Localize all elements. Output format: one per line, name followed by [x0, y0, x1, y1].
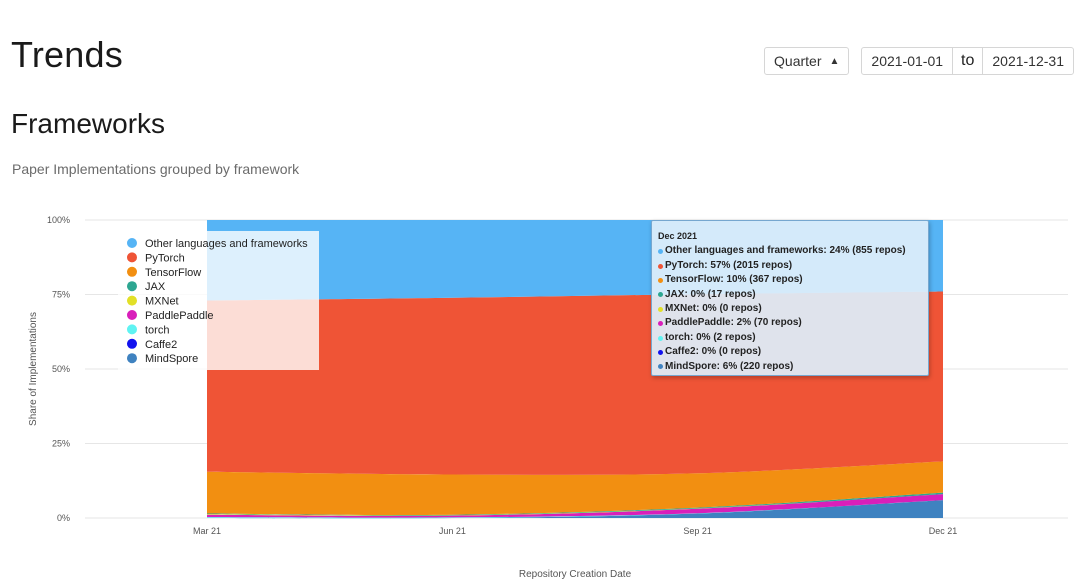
tooltip-row-text: PyTorch: 57% (2015 repos) — [665, 259, 793, 271]
legend-label: MXNet — [145, 296, 179, 308]
legend-swatch — [127, 324, 137, 335]
legend-label: PaddlePaddle — [145, 310, 214, 322]
tooltip-dot — [658, 335, 663, 341]
x-tick-label: Mar 21 — [193, 526, 221, 536]
tooltip-row-text: JAX: 0% (17 repos) — [665, 288, 756, 300]
area-tensorflow — [207, 461, 943, 515]
tooltip-row-text: MXNet: 0% (0 repos) — [665, 303, 762, 315]
tooltip-row-text: Other languages and frameworks: 24% (855… — [665, 245, 906, 257]
date-controls: Quarter ▲︎ 2021-01-01 to 2021-12-31 — [764, 47, 1074, 75]
tooltip-dot — [658, 263, 663, 269]
tooltip-dot — [658, 306, 663, 312]
date-range-separator: to — [953, 47, 983, 75]
legend-label: Caffe2 — [145, 339, 177, 351]
tooltip-dot — [658, 249, 663, 255]
x-tick-label: Sep 21 — [683, 526, 712, 536]
legend-label: PyTorch — [145, 252, 185, 264]
tooltip-row: torch: 0% (2 repos) — [658, 331, 922, 345]
tooltip-row: MXNet: 0% (0 repos) — [658, 302, 922, 316]
legend-label: TensorFlow — [145, 267, 201, 279]
period-select[interactable]: Quarter ▲︎ — [764, 47, 850, 75]
legend-label: Other languages and frameworks — [145, 238, 308, 250]
legend-swatch — [127, 238, 137, 248]
tooltip-dot — [658, 292, 663, 298]
tooltip-dot — [658, 277, 663, 283]
page-title: Trends — [11, 34, 123, 75]
tooltip-row-text: torch: 0% (2 repos) — [665, 331, 756, 343]
legend-swatch — [127, 310, 137, 320]
y-tick-label: 100% — [47, 215, 70, 225]
y-tick-label: 50% — [52, 364, 70, 374]
tooltip-row: Other languages and frameworks: 24% (855… — [658, 244, 922, 258]
legend-swatch — [127, 295, 137, 306]
x-axis-label: Repository Creation Date — [519, 569, 632, 580]
legend-swatch — [127, 353, 137, 364]
section-subtitle: Paper Implementations grouped by framewo… — [12, 161, 300, 177]
legend-swatch — [127, 281, 137, 292]
tooltip-dot — [658, 321, 663, 327]
area-mindspore — [207, 500, 943, 519]
legend-label: JAX — [145, 281, 166, 293]
tooltip-row: JAX: 0% (17 repos) — [658, 288, 922, 302]
y-axis-label: Share of Implementations — [28, 312, 39, 426]
legend-swatch — [127, 338, 137, 349]
tooltip-row-text: MindSpore: 6% (220 repos) — [665, 360, 794, 372]
tooltip-date: Dec 2021 — [658, 231, 698, 241]
tooltip-dot — [658, 364, 663, 370]
tooltip-row: MindSpore: 6% (220 repos) — [658, 360, 922, 374]
x-tick-label: Dec 21 — [929, 526, 958, 536]
legend-background — [118, 231, 319, 370]
tooltip-row-text: TensorFlow: 10% (367 repos) — [665, 274, 803, 286]
period-value: Quarter — [774, 53, 822, 69]
tooltip-row: PaddlePaddle: 2% (70 repos) — [658, 316, 922, 330]
legend-swatch — [127, 252, 137, 263]
tooltip-row-text: Caffe2: 0% (0 repos) — [665, 346, 762, 358]
y-tick-label: 0% — [57, 513, 70, 523]
sort-arrows-icon: ▲︎ — [829, 55, 840, 67]
y-tick-label: 25% — [52, 439, 70, 449]
legend-label: MindSpore — [145, 353, 198, 365]
start-date-input[interactable]: 2021-01-01 — [861, 47, 954, 75]
legend-swatch — [127, 266, 137, 277]
date-range: 2021-01-01 to 2021-12-31 — [861, 47, 1074, 75]
y-tick-label: 75% — [52, 290, 70, 300]
tooltip-row-text: PaddlePaddle: 2% (70 repos) — [665, 317, 802, 329]
tooltip-dot — [658, 349, 663, 355]
tooltip-row: TensorFlow: 10% (367 repos) — [658, 273, 922, 287]
x-tick-label: Jun 21 — [439, 526, 466, 536]
tooltip-row: Caffe2: 0% (0 repos) — [658, 345, 922, 359]
tooltip-row: PyTorch: 57% (2015 repos) — [658, 259, 922, 273]
section-title: Frameworks — [11, 108, 166, 139]
area-paddlepaddle — [207, 494, 943, 518]
legend-label: torch — [145, 324, 169, 336]
chart-tooltip: Dec 2021 Other languages and frameworks:… — [651, 220, 929, 376]
end-date-input[interactable]: 2021-12-31 — [982, 47, 1074, 75]
